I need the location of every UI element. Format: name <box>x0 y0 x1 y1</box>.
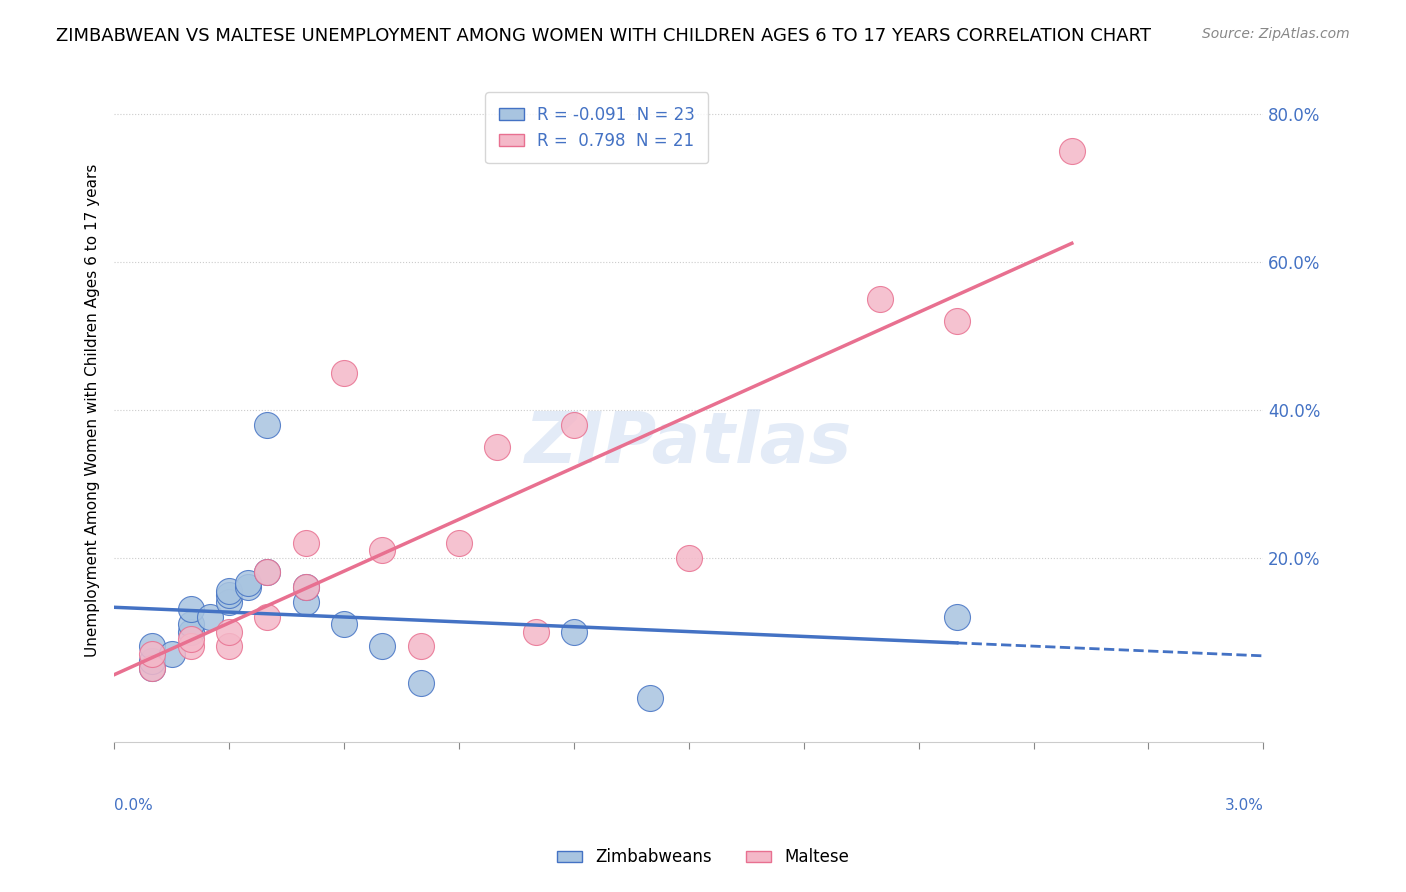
Point <box>1060 145 1083 159</box>
Point <box>294 580 316 594</box>
Point <box>333 617 356 632</box>
Point <box>238 580 260 594</box>
Point <box>141 654 163 668</box>
Point <box>256 609 278 624</box>
Point <box>218 640 240 654</box>
Point <box>141 661 163 675</box>
Y-axis label: Unemployment Among Women with Children Ages 6 to 17 years: Unemployment Among Women with Children A… <box>86 163 100 657</box>
Point <box>486 440 509 454</box>
Legend: Zimbabweans, Maltese: Zimbabweans, Maltese <box>548 840 858 875</box>
Point <box>256 566 278 580</box>
Point <box>218 624 240 639</box>
Point <box>180 624 202 639</box>
Point <box>869 292 891 306</box>
Text: Source: ZipAtlas.com: Source: ZipAtlas.com <box>1202 27 1350 41</box>
Point <box>198 609 221 624</box>
Point <box>256 566 278 580</box>
Point <box>294 595 316 609</box>
Point <box>238 576 260 591</box>
Point <box>180 640 202 654</box>
Text: ZIPatlas: ZIPatlas <box>524 409 852 477</box>
Point <box>141 661 163 675</box>
Point <box>141 640 163 654</box>
Point <box>180 617 202 632</box>
Point <box>409 676 432 690</box>
Point <box>294 536 316 550</box>
Point <box>678 550 700 565</box>
Point <box>141 647 163 661</box>
Point <box>294 580 316 594</box>
Text: ZIMBABWEAN VS MALTESE UNEMPLOYMENT AMONG WOMEN WITH CHILDREN AGES 6 TO 17 YEARS : ZIMBABWEAN VS MALTESE UNEMPLOYMENT AMONG… <box>56 27 1152 45</box>
Point <box>218 583 240 598</box>
Point <box>371 640 394 654</box>
Point <box>218 595 240 609</box>
Point <box>180 602 202 616</box>
Point <box>447 536 470 550</box>
Point <box>371 543 394 558</box>
Text: 0.0%: 0.0% <box>114 797 153 813</box>
Legend: R = -0.091  N = 23, R =  0.798  N = 21: R = -0.091 N = 23, R = 0.798 N = 21 <box>485 93 709 163</box>
Point <box>333 366 356 380</box>
Point <box>256 417 278 432</box>
Point <box>218 588 240 602</box>
Text: 3.0%: 3.0% <box>1225 797 1264 813</box>
Point <box>180 632 202 646</box>
Point <box>562 417 585 432</box>
Point <box>524 624 547 639</box>
Point <box>946 314 969 328</box>
Point <box>409 640 432 654</box>
Point <box>562 624 585 639</box>
Point <box>640 691 662 706</box>
Point <box>946 609 969 624</box>
Point <box>160 647 183 661</box>
